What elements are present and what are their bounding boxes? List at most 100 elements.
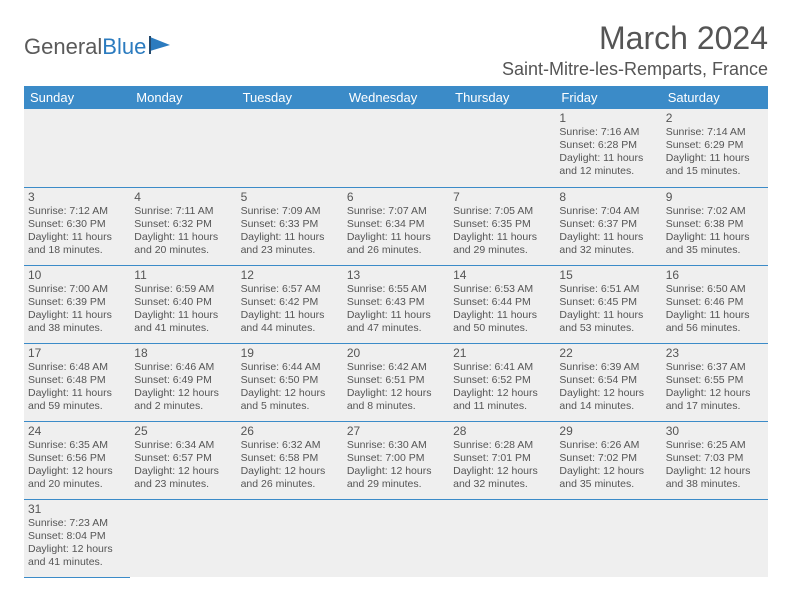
calendar-day: 10Sunrise: 7:00 AMSunset: 6:39 PMDayligh… [24,265,130,343]
calendar-table: SundayMondayTuesdayWednesdayThursdayFrid… [24,86,768,578]
day-info: Sunrise: 6:44 AMSunset: 6:50 PMDaylight:… [241,361,339,414]
day-header: Thursday [449,86,555,109]
month-title: March 2024 [502,20,768,57]
day-number: 26 [241,424,339,438]
calendar-day-empty [237,499,343,577]
calendar-day: 21Sunrise: 6:41 AMSunset: 6:52 PMDayligh… [449,343,555,421]
day-number: 4 [134,190,232,204]
day-number: 5 [241,190,339,204]
calendar-day: 12Sunrise: 6:57 AMSunset: 6:42 PMDayligh… [237,265,343,343]
calendar-day-empty [449,499,555,577]
day-number: 15 [559,268,657,282]
day-number: 8 [559,190,657,204]
day-info: Sunrise: 7:00 AMSunset: 6:39 PMDaylight:… [28,283,126,336]
calendar-day-empty [662,499,768,577]
calendar-day: 7Sunrise: 7:05 AMSunset: 6:35 PMDaylight… [449,187,555,265]
day-info: Sunrise: 7:12 AMSunset: 6:30 PMDaylight:… [28,205,126,258]
day-number: 16 [666,268,764,282]
day-info: Sunrise: 6:28 AMSunset: 7:01 PMDaylight:… [453,439,551,492]
day-info: Sunrise: 7:04 AMSunset: 6:37 PMDaylight:… [559,205,657,258]
day-header: Friday [555,86,661,109]
day-number: 1 [559,111,657,125]
calendar-day: 20Sunrise: 6:42 AMSunset: 6:51 PMDayligh… [343,343,449,421]
day-header: Saturday [662,86,768,109]
calendar-day: 29Sunrise: 6:26 AMSunset: 7:02 PMDayligh… [555,421,661,499]
calendar-day-empty [555,499,661,577]
calendar-day: 16Sunrise: 6:50 AMSunset: 6:46 PMDayligh… [662,265,768,343]
calendar-day: 23Sunrise: 6:37 AMSunset: 6:55 PMDayligh… [662,343,768,421]
day-info: Sunrise: 7:23 AMSunset: 8:04 PMDaylight:… [28,517,126,570]
day-info: Sunrise: 6:41 AMSunset: 6:52 PMDaylight:… [453,361,551,414]
day-number: 13 [347,268,445,282]
calendar-week: 1Sunrise: 7:16 AMSunset: 6:28 PMDaylight… [24,109,768,187]
calendar-day: 4Sunrise: 7:11 AMSunset: 6:32 PMDaylight… [130,187,236,265]
location: Saint-Mitre-les-Remparts, France [502,59,768,80]
day-header: Tuesday [237,86,343,109]
calendar-day: 19Sunrise: 6:44 AMSunset: 6:50 PMDayligh… [237,343,343,421]
calendar-day-empty [237,109,343,187]
calendar-day: 5Sunrise: 7:09 AMSunset: 6:33 PMDaylight… [237,187,343,265]
day-info: Sunrise: 6:42 AMSunset: 6:51 PMDaylight:… [347,361,445,414]
logo-word-1: General [24,34,102,59]
day-number: 7 [453,190,551,204]
day-number: 14 [453,268,551,282]
day-info: Sunrise: 7:07 AMSunset: 6:34 PMDaylight:… [347,205,445,258]
title-block: March 2024 Saint-Mitre-les-Remparts, Fra… [502,20,768,80]
day-info: Sunrise: 6:35 AMSunset: 6:56 PMDaylight:… [28,439,126,492]
day-info: Sunrise: 6:50 AMSunset: 6:46 PMDaylight:… [666,283,764,336]
day-info: Sunrise: 6:26 AMSunset: 7:02 PMDaylight:… [559,439,657,492]
day-info: Sunrise: 6:34 AMSunset: 6:57 PMDaylight:… [134,439,232,492]
calendar-day: 11Sunrise: 6:59 AMSunset: 6:40 PMDayligh… [130,265,236,343]
day-number: 19 [241,346,339,360]
calendar-day: 15Sunrise: 6:51 AMSunset: 6:45 PMDayligh… [555,265,661,343]
day-number: 2 [666,111,764,125]
logo: GeneralBlue [24,34,174,60]
calendar-day: 28Sunrise: 6:28 AMSunset: 7:01 PMDayligh… [449,421,555,499]
day-info: Sunrise: 7:05 AMSunset: 6:35 PMDaylight:… [453,205,551,258]
calendar-day-empty [343,499,449,577]
day-info: Sunrise: 6:39 AMSunset: 6:54 PMDaylight:… [559,361,657,414]
flag-icon [148,35,174,60]
logo-word-2: Blue [102,34,146,59]
calendar-day-empty [343,109,449,187]
day-info: Sunrise: 6:55 AMSunset: 6:43 PMDaylight:… [347,283,445,336]
day-info: Sunrise: 6:25 AMSunset: 7:03 PMDaylight:… [666,439,764,492]
header: GeneralBlue March 2024 Saint-Mitre-les-R… [24,20,768,80]
calendar-day-empty [449,109,555,187]
calendar-day: 3Sunrise: 7:12 AMSunset: 6:30 PMDaylight… [24,187,130,265]
logo-text: GeneralBlue [24,34,146,60]
day-number: 17 [28,346,126,360]
day-info: Sunrise: 6:57 AMSunset: 6:42 PMDaylight:… [241,283,339,336]
day-info: Sunrise: 6:46 AMSunset: 6:49 PMDaylight:… [134,361,232,414]
day-header: Wednesday [343,86,449,109]
day-info: Sunrise: 7:02 AMSunset: 6:38 PMDaylight:… [666,205,764,258]
day-info: Sunrise: 6:37 AMSunset: 6:55 PMDaylight:… [666,361,764,414]
day-info: Sunrise: 7:14 AMSunset: 6:29 PMDaylight:… [666,126,764,179]
calendar-day: 2Sunrise: 7:14 AMSunset: 6:29 PMDaylight… [662,109,768,187]
day-number: 21 [453,346,551,360]
day-number: 30 [666,424,764,438]
day-number: 28 [453,424,551,438]
day-number: 27 [347,424,445,438]
calendar-body: 1Sunrise: 7:16 AMSunset: 6:28 PMDaylight… [24,109,768,577]
calendar-week: 31Sunrise: 7:23 AMSunset: 8:04 PMDayligh… [24,499,768,577]
day-info: Sunrise: 7:16 AMSunset: 6:28 PMDaylight:… [559,126,657,179]
calendar-day: 31Sunrise: 7:23 AMSunset: 8:04 PMDayligh… [24,499,130,577]
day-info: Sunrise: 6:32 AMSunset: 6:58 PMDaylight:… [241,439,339,492]
calendar-day: 13Sunrise: 6:55 AMSunset: 6:43 PMDayligh… [343,265,449,343]
calendar-day: 17Sunrise: 6:48 AMSunset: 6:48 PMDayligh… [24,343,130,421]
calendar-day: 1Sunrise: 7:16 AMSunset: 6:28 PMDaylight… [555,109,661,187]
day-info: Sunrise: 6:30 AMSunset: 7:00 PMDaylight:… [347,439,445,492]
day-number: 10 [28,268,126,282]
calendar-day: 30Sunrise: 6:25 AMSunset: 7:03 PMDayligh… [662,421,768,499]
day-number: 22 [559,346,657,360]
calendar-day-empty [24,109,130,187]
calendar-week: 24Sunrise: 6:35 AMSunset: 6:56 PMDayligh… [24,421,768,499]
day-number: 20 [347,346,445,360]
calendar-day: 25Sunrise: 6:34 AMSunset: 6:57 PMDayligh… [130,421,236,499]
calendar-week: 3Sunrise: 7:12 AMSunset: 6:30 PMDaylight… [24,187,768,265]
calendar-day: 14Sunrise: 6:53 AMSunset: 6:44 PMDayligh… [449,265,555,343]
day-number: 18 [134,346,232,360]
day-number: 25 [134,424,232,438]
day-number: 23 [666,346,764,360]
